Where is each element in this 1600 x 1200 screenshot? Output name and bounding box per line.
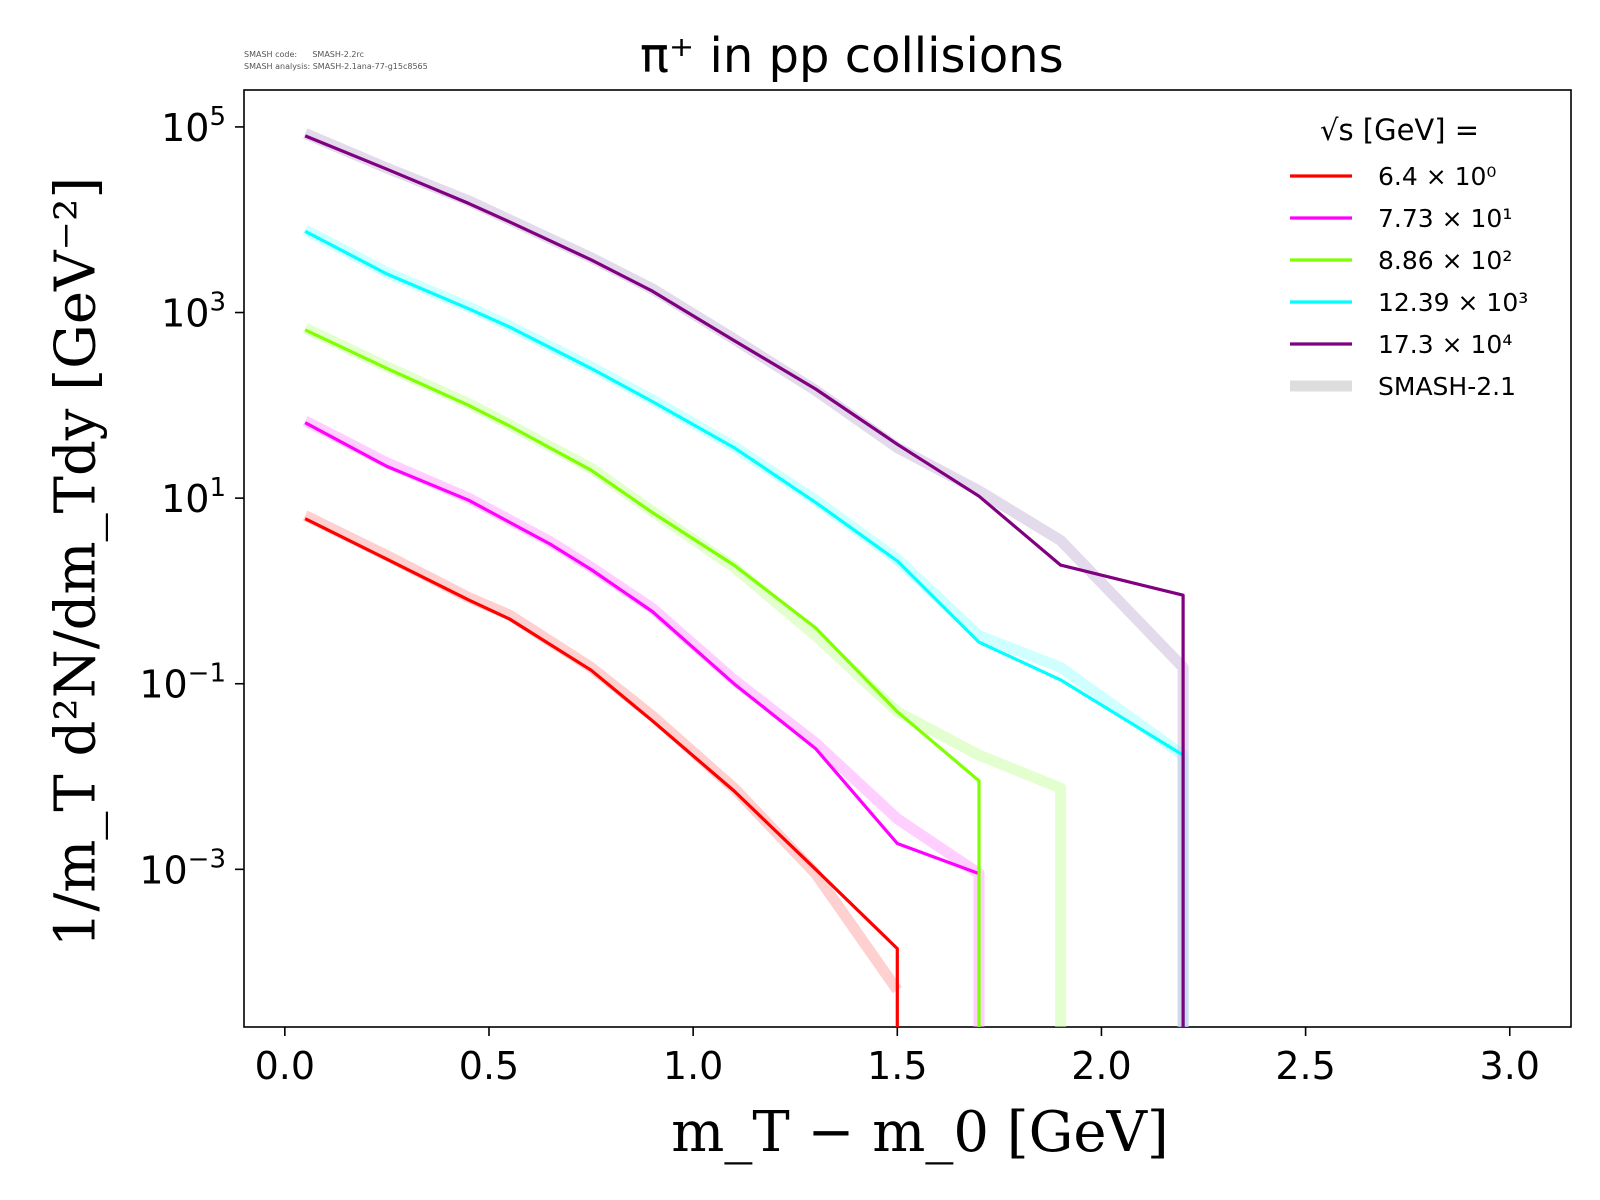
x-tick-label: 3.0 xyxy=(1480,1044,1540,1088)
reference-curve xyxy=(302,416,985,1027)
x-tick-label: 0.0 xyxy=(255,1044,315,1088)
x-tick-label: 2.0 xyxy=(1071,1044,1131,1088)
reference-curve xyxy=(303,128,1189,1027)
reference-curve xyxy=(302,224,1189,1027)
smash-code-version: SMASH code: SMASH-2.2rc xyxy=(244,50,365,59)
series-line xyxy=(304,328,981,1027)
smash-analysis-version: SMASH analysis: SMASH-2.1ana-77-g15c8565 xyxy=(244,62,428,71)
series-line xyxy=(304,134,1185,1027)
y-tick-label: 103 xyxy=(161,288,226,336)
series-line xyxy=(304,229,1185,1027)
reference-curve xyxy=(302,510,902,994)
reference-curve xyxy=(302,323,1067,1027)
legend-label: 12.39 × 10³ xyxy=(1378,288,1528,317)
legend-title: √s [GeV] = xyxy=(1320,113,1479,147)
y-tick-label: 105 xyxy=(161,102,226,150)
y-axis-label: 1/m_T d²N/dm_Tdy [GeV⁻²] xyxy=(44,177,109,948)
x-axis-label: m_T − m_0 [GeV] xyxy=(620,1100,1220,1165)
legend-label: SMASH-2.1 xyxy=(1378,372,1516,401)
y-axis-label-text: 1/m_T d²N/dm_Tdy [GeV⁻²] xyxy=(43,176,109,948)
legend: √s [GeV] = 6.4 × 10⁰ 7.73 × 10¹ 8.86 × 10² 1… xyxy=(1290,113,1528,401)
plot-lines xyxy=(302,128,1189,1027)
x-axis-label-text: m_T − m_0 [GeV] xyxy=(671,1100,1169,1165)
chart-title: π⁺ in pp collisions xyxy=(640,28,1180,84)
legend-label: 6.4 × 10⁰ xyxy=(1378,162,1496,191)
x-tick-label: 0.5 xyxy=(459,1044,519,1088)
plot-frame xyxy=(243,89,1572,1028)
chart-title-text: π⁺ in pp collisions xyxy=(640,28,1064,84)
y-tick-label: 10−3 xyxy=(139,844,226,892)
x-tick-label: 1.0 xyxy=(663,1044,723,1088)
legend-label: 8.86 × 10² xyxy=(1378,246,1512,275)
y-tick-label: 101 xyxy=(161,473,226,521)
legend-label: 7.73 × 10¹ xyxy=(1378,204,1512,233)
legend-label: 17.3 × 10⁴ xyxy=(1378,330,1512,359)
x-tick-label: 1.5 xyxy=(867,1044,927,1088)
series-line xyxy=(304,517,899,1027)
x-tick-label: 2.5 xyxy=(1275,1044,1335,1088)
series-line xyxy=(304,421,980,876)
y-tick-label: 10−1 xyxy=(139,659,226,707)
